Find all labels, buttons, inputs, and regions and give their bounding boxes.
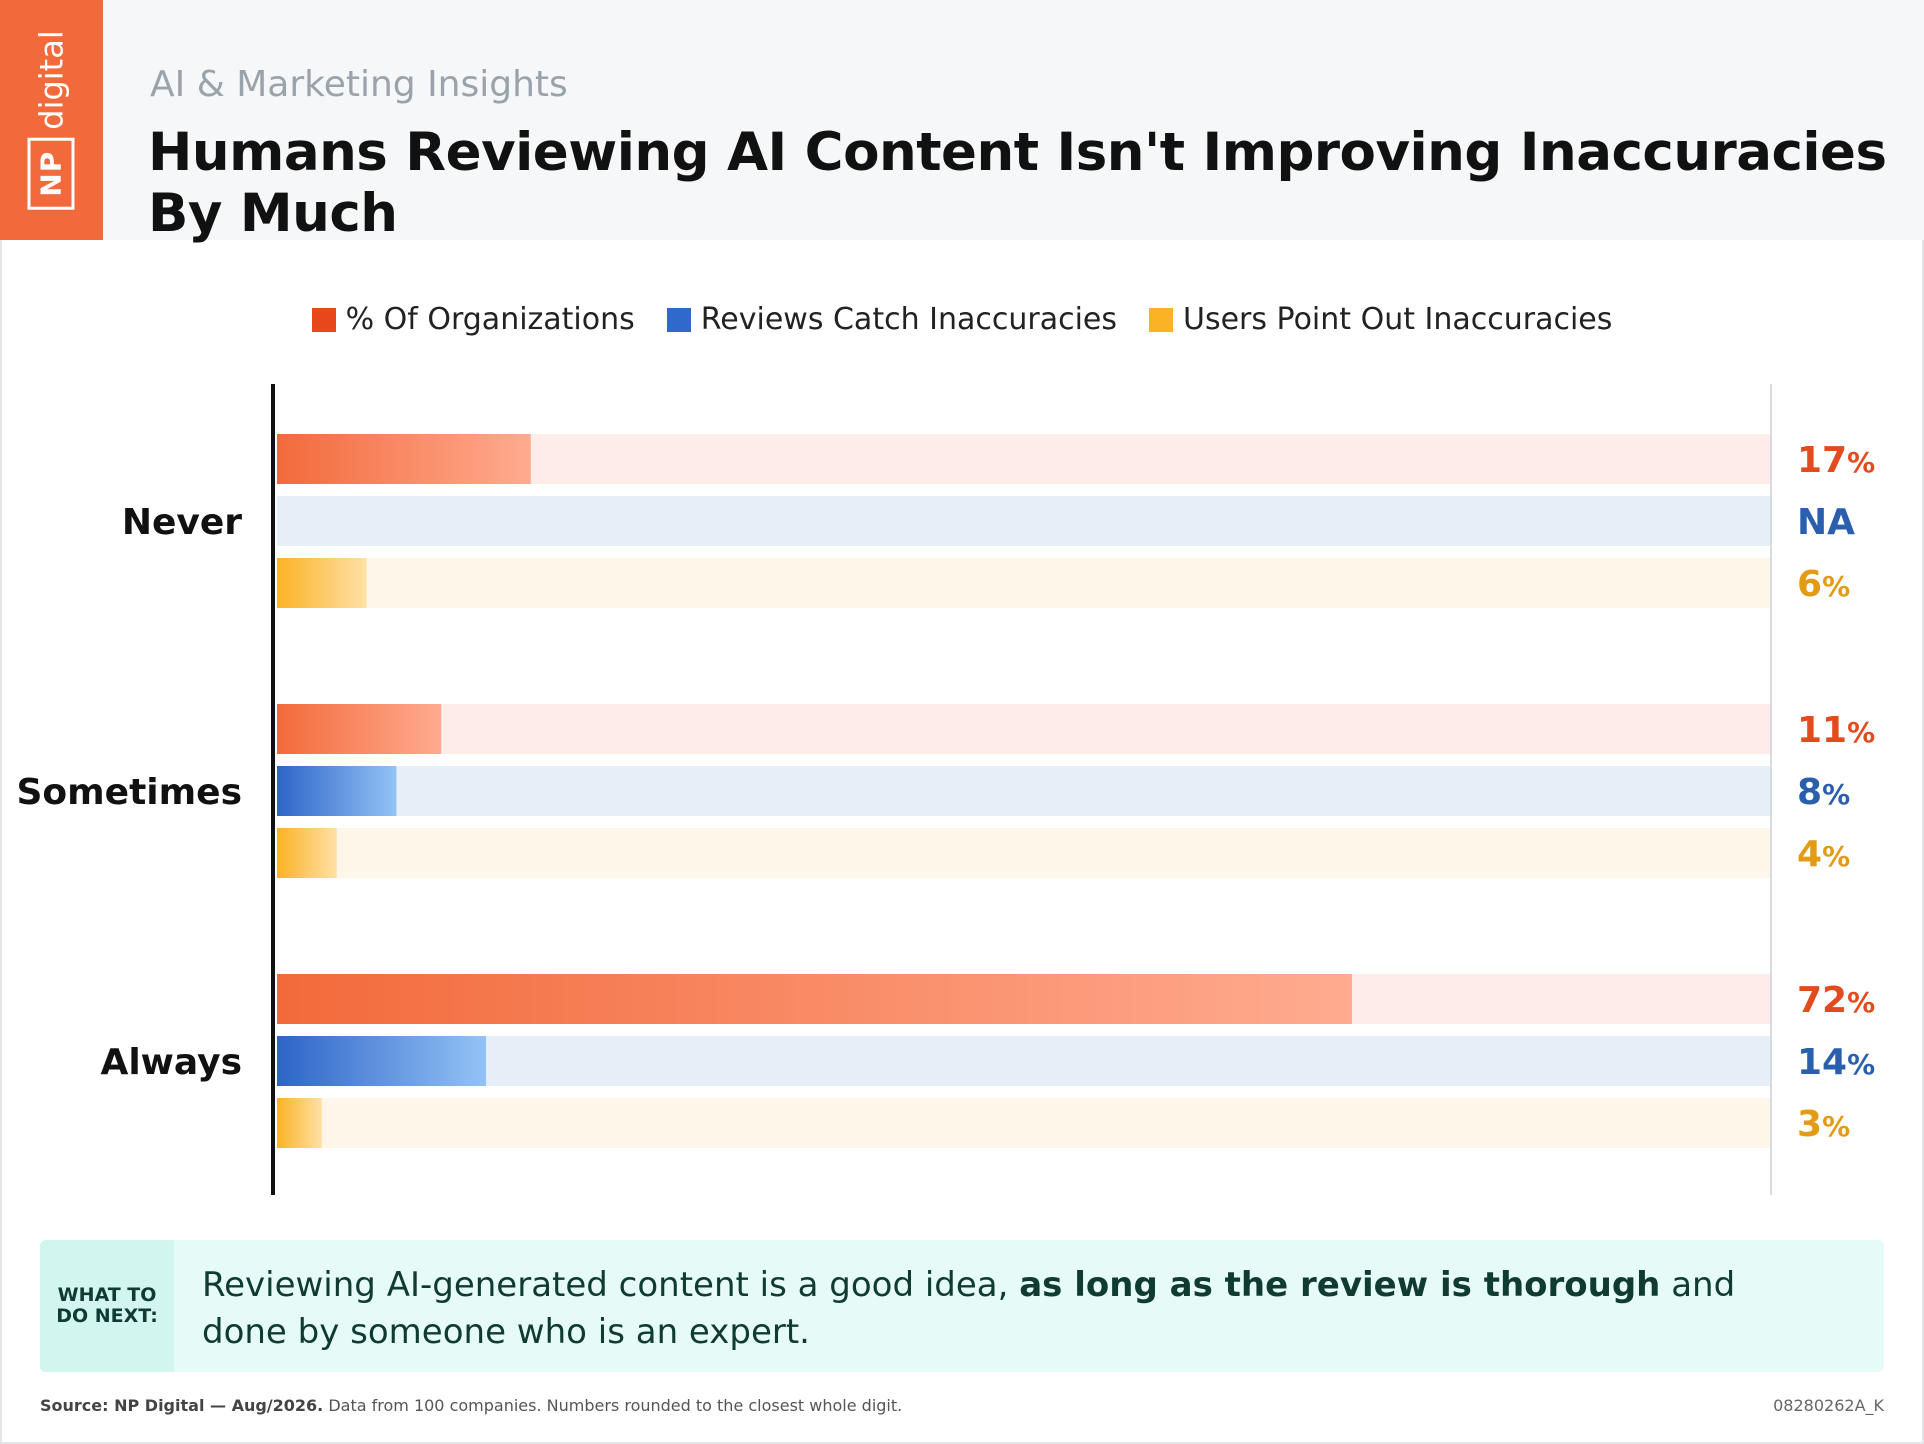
legend-swatch — [1149, 307, 1174, 332]
bar-track — [277, 766, 1770, 816]
legend-swatch — [666, 307, 691, 332]
percent-sign: % — [1847, 716, 1875, 749]
category-label: Sometimes — [17, 772, 243, 813]
bar-track — [277, 496, 1770, 546]
bar — [277, 974, 1352, 1024]
callout-text-start: Reviewing AI-generated content is a good… — [202, 1265, 1020, 1305]
percent-sign: % — [1822, 840, 1850, 873]
percent-sign: % — [1847, 986, 1875, 1019]
value-label: 72% — [1797, 980, 1875, 1021]
value-label: 14% — [1797, 1042, 1875, 1083]
bar-track — [277, 1098, 1770, 1148]
logo-digital: digital — [32, 30, 70, 130]
value-label: 3% — [1797, 1104, 1850, 1145]
bar — [277, 1098, 322, 1148]
callout-text: Reviewing AI-generated content is a good… — [202, 1262, 1784, 1356]
callout-text-emphasis: as long as the review is thorough — [1019, 1265, 1661, 1305]
category-label: Always — [100, 1042, 242, 1083]
source-rest: Data from 100 companies. Numbers rounded… — [323, 1396, 903, 1415]
bar-chart: Never 17% NA 6% Sometimes 11% 8% 4% Always 72% 14%… — [17, 384, 1875, 1195]
percent-sign: % — [1822, 570, 1850, 603]
bar — [277, 1036, 487, 1086]
value-label: 6% — [1797, 564, 1850, 605]
callout-tag: WHAT TO DO NEXT: — [40, 1240, 174, 1372]
np-digital-logo: NP digital — [0, 0, 103, 240]
bar — [277, 828, 337, 878]
header: NP digital AI & Marketing Insights Human… — [0, 0, 1924, 244]
callout-tag-line1: WHAT TO — [57, 1284, 157, 1306]
callout-tag-line2: DO NEXT: — [56, 1305, 158, 1327]
bar-track — [277, 828, 1770, 878]
chart-title: Humans Reviewing AI Content Isn't Improv… — [148, 122, 1887, 244]
source-note: Source: NP Digital — Aug/2026. Data from… — [40, 1396, 902, 1415]
percent-sign: % — [1822, 778, 1850, 811]
legend-item-reviews: Reviews Catch Inaccuracies — [666, 302, 1118, 337]
percent-sign: % — [1847, 1048, 1875, 1081]
what-to-do-next-callout: WHAT TO DO NEXT: Reviewing AI-generated … — [40, 1240, 1884, 1372]
category-label: Never — [122, 502, 242, 543]
legend-label: Reviews Catch Inaccuracies — [700, 302, 1118, 337]
bar — [277, 704, 442, 754]
value-label: 8% — [1797, 772, 1850, 813]
percent-sign: % — [1822, 1110, 1850, 1143]
kicker-text: AI & Marketing Insights — [150, 64, 568, 105]
bar — [277, 766, 397, 816]
graphic-code: 08280262A_K — [1773, 1396, 1884, 1415]
bar — [277, 434, 531, 484]
percent-sign: % — [1847, 446, 1875, 479]
legend-item-users: Users Point Out Inaccuracies — [1149, 302, 1612, 337]
value-label: 11% — [1797, 710, 1875, 751]
value-label: 17% — [1797, 440, 1875, 481]
legend-item-organizations: % Of Organizations — [311, 302, 635, 337]
legend-label: % Of Organizations — [345, 302, 635, 337]
chart-legend: % Of Organizations Reviews Catch Inaccur… — [0, 302, 1924, 337]
value-label: NA — [1797, 502, 1855, 543]
value-label: 4% — [1797, 834, 1850, 875]
callout-text-end: and done by someone who is an expert. — [202, 1265, 1736, 1352]
bar-track — [277, 704, 1770, 754]
legend-label: Users Point Out Inaccuracies — [1183, 302, 1613, 337]
logo-np: NP — [27, 137, 75, 210]
bar-track — [277, 1036, 1770, 1086]
bar-track — [277, 558, 1770, 608]
source-bold: Source: NP Digital — Aug/2026. — [40, 1396, 324, 1415]
bar — [277, 558, 367, 608]
legend-swatch — [311, 307, 336, 332]
